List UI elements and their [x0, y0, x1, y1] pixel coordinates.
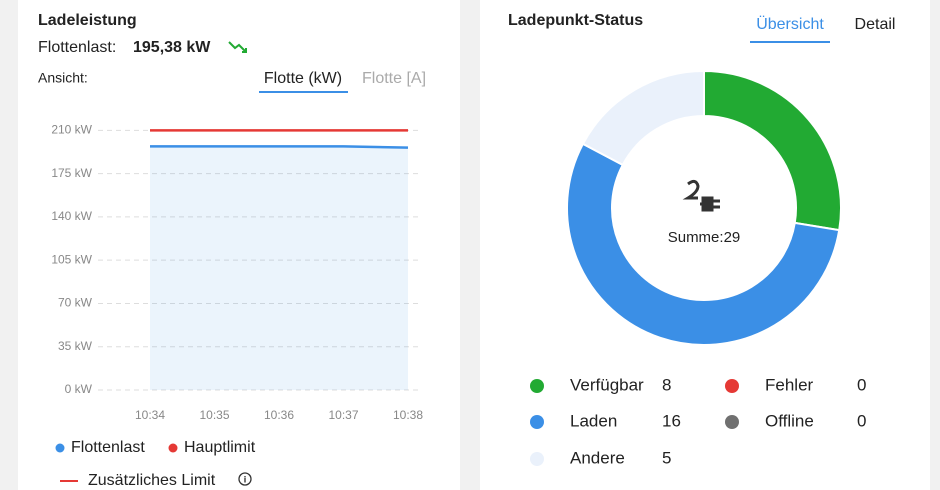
legend-label[interactable]: Flottenlast: [71, 439, 145, 456]
x-tick-label: 10:36: [264, 408, 294, 422]
info-icon-glyph: i: [244, 474, 247, 484]
legend-dot: [725, 379, 739, 393]
series-line: [150, 145, 409, 149]
card-title: Ladepunkt-Status: [508, 12, 643, 29]
legend-dot: [55, 443, 65, 453]
legend-value: 0: [857, 375, 866, 394]
y-tick-label: 210 kW: [51, 123, 92, 137]
legend-value: 16: [662, 411, 681, 430]
tab[interactable]: Übersicht: [756, 15, 824, 33]
y-tick-label: 35 kW: [58, 339, 93, 353]
fleet-load-value: 195,38 kW: [133, 39, 211, 56]
y-tick-label: 175 kW: [51, 166, 92, 180]
x-tick-label: 10:37: [328, 408, 358, 422]
legend-label[interactable]: Offline: [765, 411, 814, 430]
legend-label[interactable]: Verfügbar: [570, 375, 644, 394]
x-tick-label: 10:35: [199, 408, 229, 422]
x-tick-label: 10:38: [393, 408, 423, 422]
legend-dot: [530, 415, 544, 429]
legend-label[interactable]: Fehler: [765, 375, 814, 394]
area: [150, 146, 408, 390]
card-title: Ladeleistung: [38, 12, 137, 29]
fleet-load-label: Flottenlast:: [38, 39, 116, 56]
legend-dot: [530, 452, 544, 466]
donut-segment: [703, 69, 842, 232]
legend-value: 5: [662, 448, 671, 467]
y-tick-label: 140 kW: [51, 209, 92, 223]
legend-dot: [725, 415, 739, 429]
view-label: Ansicht:: [38, 70, 88, 86]
legend-value: 8: [662, 375, 671, 394]
legend-label[interactable]: Hauptlimit: [184, 439, 256, 456]
tab[interactable]: Detail: [855, 16, 896, 33]
tab[interactable]: Flotte [A]: [362, 70, 426, 87]
y-tick-label: 0 kW: [65, 382, 93, 396]
legend-label[interactable]: Laden: [570, 411, 617, 430]
legend-dot: [168, 443, 178, 453]
donut-center-label: Summe:29: [668, 229, 741, 246]
legend-value: 0: [857, 411, 866, 430]
plug-icon: [682, 179, 720, 212]
load-card: [18, 0, 460, 490]
y-tick-label: 105 kW: [51, 252, 92, 266]
donut-segment: [581, 69, 705, 167]
x-tick-label: 10:34: [135, 408, 165, 422]
donut-segment: [566, 142, 841, 346]
info-icon[interactable]: [238, 472, 252, 486]
tab[interactable]: Flotte (kW): [264, 70, 342, 87]
legend-label[interactable]: Andere: [570, 448, 625, 467]
legend-label[interactable]: Zusätzliches Limit: [88, 472, 216, 489]
trend-icon: [228, 41, 247, 53]
legend-dot: [530, 379, 544, 393]
y-tick-label: 70 kW: [58, 296, 93, 310]
